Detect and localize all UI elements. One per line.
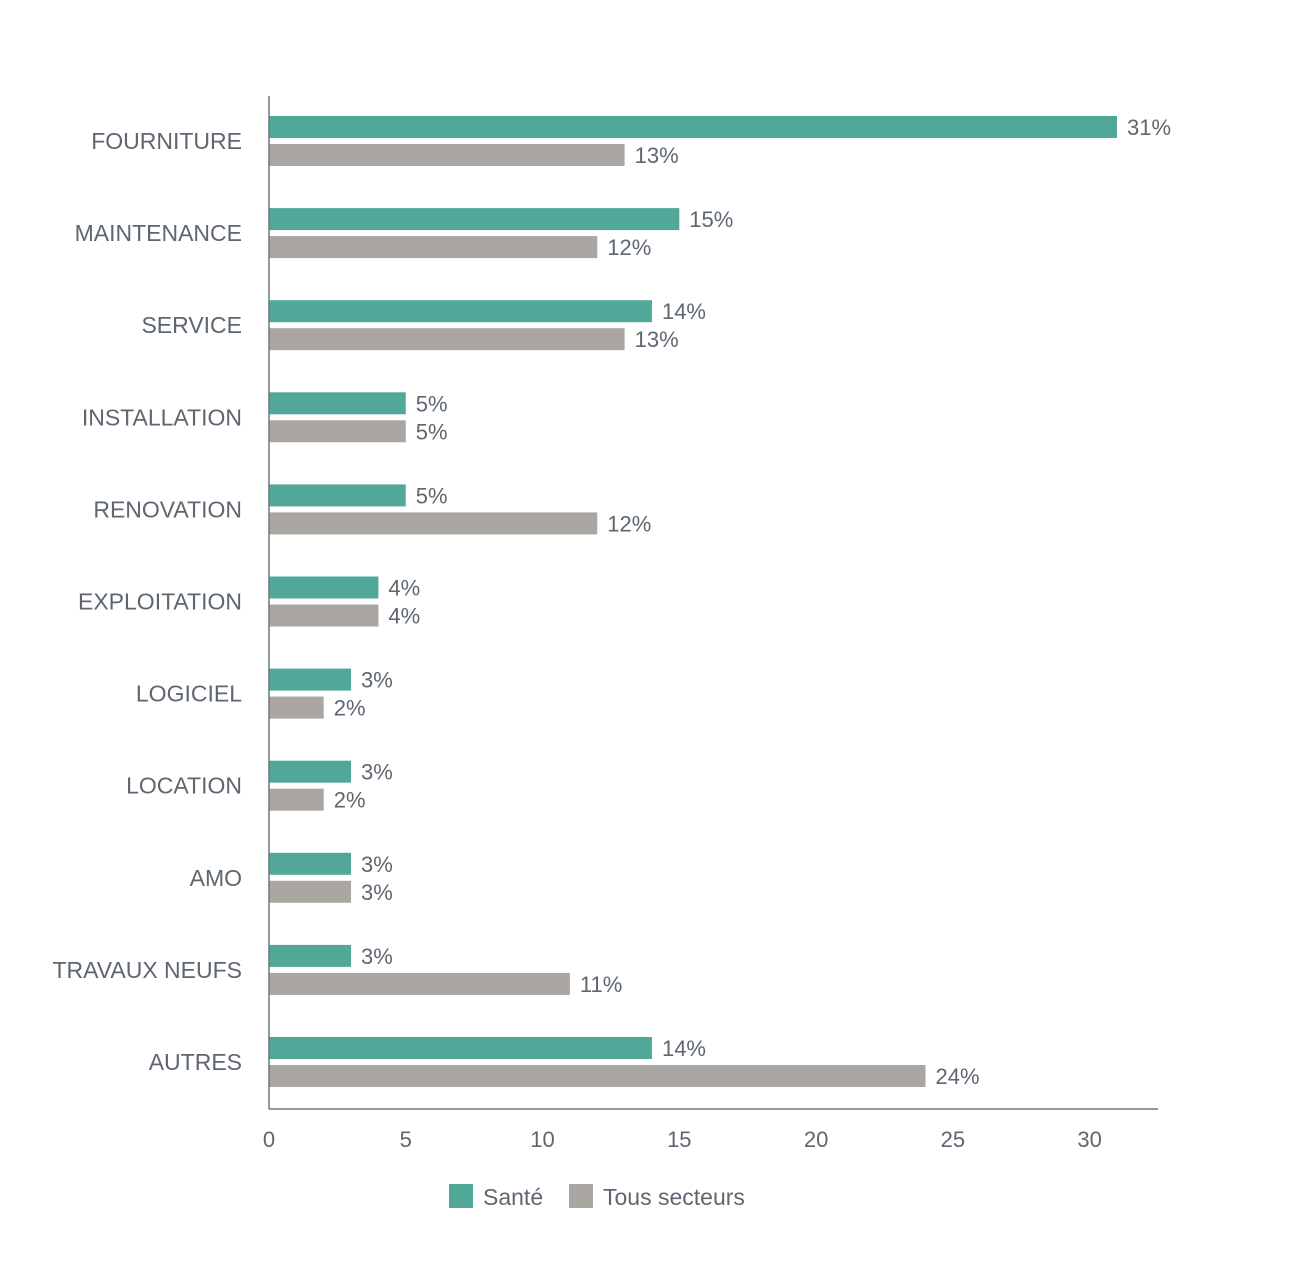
bars-layer bbox=[269, 116, 1117, 1087]
category-label: EXPLOITATION bbox=[78, 589, 242, 615]
bar-tous-secteurs-exploitation bbox=[269, 604, 379, 627]
x-tick-label: 30 bbox=[1077, 1127, 1101, 1152]
bar-sante-location bbox=[269, 760, 352, 783]
value-label: 13% bbox=[635, 143, 679, 168]
category-labels-layer: FOURNITURE MAINTENANCE SERVICE INSTALLATION… bbox=[52, 128, 242, 1075]
value-labels-layer: 31% 13% 15% 12% 14% 13% 5% 5% 5% 12% 4% 4% 3% 2% 3% 2% 3… bbox=[334, 115, 1171, 1089]
bar-tous-secteurs-maintenance bbox=[269, 236, 598, 259]
legend-swatch-sante bbox=[449, 1184, 473, 1208]
value-label: 14% bbox=[662, 299, 706, 324]
value-label: 3% bbox=[361, 880, 393, 905]
category-label: LOCATION bbox=[126, 773, 242, 799]
value-label: 3% bbox=[361, 852, 393, 877]
category-label: TRAVAUX NEUFS bbox=[52, 957, 242, 983]
bar-tous-secteurs-amo bbox=[269, 880, 352, 903]
value-label: 5% bbox=[416, 483, 448, 508]
legend-swatch-tous-secteurs bbox=[569, 1184, 593, 1208]
legend: Santé Tous secteurs bbox=[449, 1184, 745, 1210]
value-label: 12% bbox=[607, 511, 651, 536]
bar-sante-amo bbox=[269, 852, 352, 875]
x-tick-label: 15 bbox=[667, 1127, 691, 1152]
category-label: SERVICE bbox=[141, 312, 242, 338]
category-label: AUTRES bbox=[149, 1049, 242, 1075]
bar-tous-secteurs-travaux-neufs bbox=[269, 972, 570, 995]
bar-sante-logiciel bbox=[269, 668, 352, 691]
value-label: 4% bbox=[388, 604, 420, 629]
bar-sante-autres bbox=[269, 1037, 652, 1059]
bar-sante-renovation bbox=[269, 484, 406, 507]
category-label: FOURNITURE bbox=[91, 128, 242, 154]
bar-tous-secteurs-installation bbox=[269, 420, 406, 443]
value-label: 2% bbox=[334, 788, 366, 813]
value-label: 11% bbox=[580, 972, 622, 997]
value-label: 12% bbox=[607, 235, 651, 260]
bar-tous-secteurs-renovation bbox=[269, 512, 598, 535]
value-label: 3% bbox=[361, 668, 393, 693]
bar-sante-maintenance bbox=[269, 208, 680, 231]
x-tick-label: 20 bbox=[804, 1127, 828, 1152]
value-label: 15% bbox=[689, 207, 733, 232]
bar-sante-exploitation bbox=[269, 576, 379, 599]
value-label: 13% bbox=[635, 327, 679, 352]
value-label: 31% bbox=[1127, 115, 1171, 140]
bar-sante-installation bbox=[269, 392, 406, 415]
x-tick-label: 25 bbox=[941, 1127, 965, 1152]
category-label: MAINTENANCE bbox=[75, 220, 242, 246]
bar-tous-secteurs-fourniture bbox=[269, 144, 625, 166]
value-label: 5% bbox=[416, 391, 448, 416]
x-tick-label: 0 bbox=[263, 1127, 275, 1152]
x-tick-label: 10 bbox=[530, 1127, 554, 1152]
value-label: 24% bbox=[935, 1064, 979, 1089]
x-tick-label: 5 bbox=[400, 1127, 412, 1152]
category-label: RENOVATION bbox=[93, 496, 242, 522]
bar-tous-secteurs-location bbox=[269, 788, 324, 811]
bar-tous-secteurs-service bbox=[269, 328, 625, 351]
value-label: 14% bbox=[662, 1036, 706, 1061]
value-label: 2% bbox=[334, 696, 366, 721]
category-label: INSTALLATION bbox=[82, 404, 242, 430]
value-label: 4% bbox=[388, 576, 420, 601]
bar-sante-travaux-neufs bbox=[269, 944, 352, 967]
category-label: AMO bbox=[190, 865, 242, 891]
value-label: 5% bbox=[416, 419, 448, 444]
bar-sante-fourniture bbox=[269, 116, 1117, 138]
axes: 0 5 10 15 20 25 30 bbox=[263, 96, 1158, 1152]
category-label: LOGICIEL bbox=[136, 681, 242, 707]
value-label: 3% bbox=[361, 944, 393, 969]
legend-label-sante: Santé bbox=[483, 1184, 543, 1210]
value-label: 3% bbox=[361, 760, 393, 785]
bar-tous-secteurs-logiciel bbox=[269, 696, 324, 719]
bar-sante-service bbox=[269, 300, 652, 323]
legend-label-tous-secteurs: Tous secteurs bbox=[603, 1184, 745, 1210]
bar-tous-secteurs-autres bbox=[269, 1065, 926, 1087]
